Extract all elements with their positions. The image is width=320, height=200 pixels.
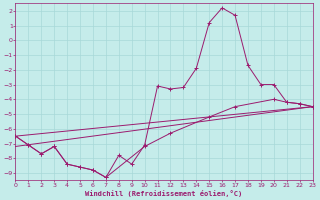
X-axis label: Windchill (Refroidissement éolien,°C): Windchill (Refroidissement éolien,°C) [85, 190, 243, 197]
